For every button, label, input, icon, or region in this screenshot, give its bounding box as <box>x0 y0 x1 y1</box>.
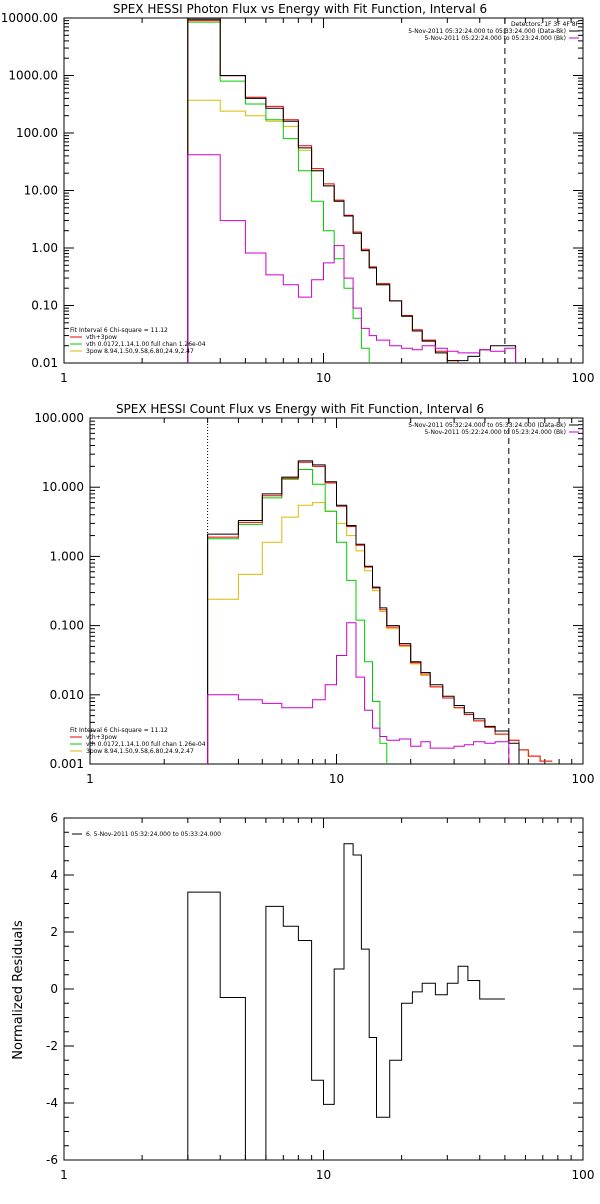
x-tick-label: 1 <box>60 1168 68 1182</box>
y-tick-label: 10000.00 <box>1 11 58 25</box>
legend-entry: 5-Nov-2011 05:32:24.000 to 05:33:24.000 … <box>408 28 566 35</box>
fit-legend-entry: vth+3pow <box>86 334 117 341</box>
x-tick-label: 10 <box>316 371 331 385</box>
fit-legend: Fit Interval 6 Chi-square = 11.12vth+3po… <box>70 727 206 755</box>
legend-header: Detectors: 1F 3F 4F 8F <box>511 21 580 28</box>
legend-entry: 5-Nov-2011 05:22:24.000 to 05:23:24.000 … <box>424 35 566 42</box>
chart-title: SPEX HESSI Photon Flux vs Energy with Fi… <box>113 2 487 16</box>
data-series-2 <box>207 622 510 764</box>
y-tick-label: 4 <box>50 868 58 882</box>
legend: 6. 5-Nov-2011 05:32:24.000 to 05:33:24.0… <box>72 831 221 838</box>
y-tick-label: 0.010 <box>50 688 84 702</box>
x-tick-label: 1 <box>60 371 68 385</box>
y-tick-label: -2 <box>46 1039 58 1053</box>
fit-legend-entry: vth+3pow <box>86 734 117 741</box>
y-tick-label: 6 <box>50 811 58 825</box>
y-tick-label: -4 <box>46 1096 58 1110</box>
legend-entry: 6. 5-Nov-2011 05:32:24.000 to 05:33:24.0… <box>86 831 221 838</box>
legend-entry: 5-Nov-2011 05:22:24.000 to 05:23:24.000 … <box>424 429 566 436</box>
y-tick-label: -6 <box>46 1153 58 1167</box>
fit-legend-entry: 3pow 8.94,1.50,9.58,6.80,24.9,2.47 <box>86 348 194 355</box>
x-tick-label: 100 <box>572 772 595 786</box>
y-tick-label: 2 <box>50 925 58 939</box>
chart-panel-3: Normalized Residuals 1 10 100 -6 -4 -2 0 2 4 6 6. 5… <box>11 811 594 1182</box>
plot-area <box>187 18 517 363</box>
y-tick-label: 1.00 <box>31 241 58 255</box>
chart-panel-2: SPEX HESSI Count Flux vs Energy with Fit… <box>34 402 594 786</box>
fit-line-3 <box>187 99 459 363</box>
legend-entry: 5-Nov-2011 05:32:24.000 to 05:33:24.000 … <box>408 422 566 429</box>
data-series-1 <box>207 460 520 764</box>
y-tick-label: 0.001 <box>50 757 84 771</box>
fit-legend-header: Fit Interval 6 Chi-square = 11.12 <box>70 327 168 334</box>
fit-legend-entry: 3pow 8.94,1.50,9.58,6.80,24.9,2.47 <box>86 748 194 755</box>
fit-legend-entry: vth 0.0172,1.14,1.00 full chan 1.26e-04 <box>86 341 206 348</box>
fit-legend-entry: vth 0.0172,1.14,1.00 full chan 1.26e-04 <box>86 741 206 748</box>
data-series-2 <box>187 154 517 363</box>
x-tick-label: 100 <box>572 371 595 385</box>
x-tick-label: 10 <box>329 772 344 786</box>
fit-line-2 <box>187 21 370 363</box>
data-series-1 <box>187 843 505 1160</box>
fit-legend-header: Fit Interval 6 Chi-square = 11.12 <box>70 727 168 734</box>
legend: 5-Nov-2011 05:32:24.000 to 05:33:24.000 … <box>408 422 579 436</box>
chart-panel-1: SPEX HESSI Photon Flux vs Energy with Fi… <box>1 2 595 385</box>
y-tick-label: 10.000 <box>42 480 84 494</box>
x-tick-label: 100 <box>572 1168 595 1182</box>
x-tick-label: 1 <box>86 772 94 786</box>
y-tick-label: 1000.00 <box>8 69 58 83</box>
y-tick-label: 0.01 <box>31 356 58 370</box>
x-tick-label: 10 <box>316 1168 331 1182</box>
y-tick-label: 100.00 <box>16 126 58 140</box>
fit-line-1 <box>187 20 459 363</box>
y-tick-label: 100.000 <box>34 411 84 425</box>
chart-title: SPEX HESSI Count Flux vs Energy with Fit… <box>116 402 484 416</box>
fit-legend: Fit Interval 6 Chi-square = 11.12vth+3po… <box>70 327 206 355</box>
legend: Detectors: 1F 3F 4F 8F5-Nov-2011 05:32:2… <box>408 21 579 42</box>
y-tick-label: 0.10 <box>31 299 58 313</box>
y-tick-label: 0 <box>50 982 58 996</box>
y-tick-label: 10.00 <box>24 184 58 198</box>
plot-area <box>187 843 505 1160</box>
y-tick-label: 1.000 <box>50 549 84 563</box>
data-series-1 <box>187 18 517 363</box>
y-axis-label: Normalized Residuals <box>11 920 26 1060</box>
y-tick-label: 0.100 <box>50 619 84 633</box>
plot-frame <box>63 817 584 1161</box>
plot-area <box>207 418 553 764</box>
